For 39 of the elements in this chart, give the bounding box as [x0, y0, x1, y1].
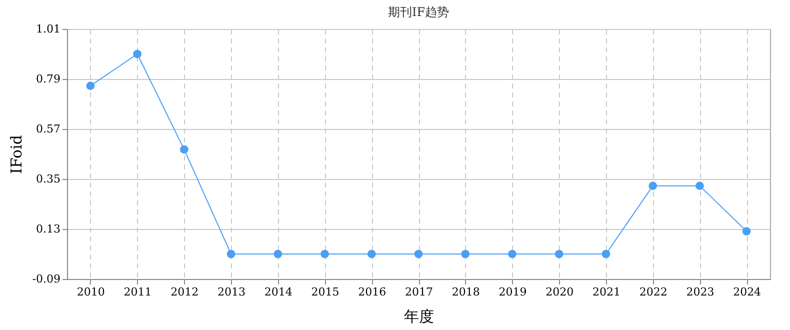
x-tick-label: 2020	[546, 286, 574, 298]
point	[367, 250, 376, 258]
x-tick-label: 2018	[452, 286, 480, 298]
x-tick-label: 2019	[498, 286, 527, 298]
point	[461, 250, 470, 258]
point	[696, 182, 704, 190]
x-axis-title: 年度	[404, 308, 434, 326]
point	[648, 182, 658, 190]
x-tick-label: 2024	[733, 286, 762, 298]
point	[320, 250, 329, 258]
x-tick-label: 2013	[218, 286, 246, 298]
point	[742, 227, 751, 236]
y-tick-label: 0.79	[36, 72, 60, 86]
point	[180, 145, 188, 154]
y-tick-label: 0.57	[36, 122, 60, 136]
x-tick-label: 2011	[124, 286, 152, 298]
point	[602, 250, 610, 258]
x-tick-label: 2014	[264, 286, 292, 298]
x-tick-label: 2022	[639, 286, 668, 298]
point	[133, 50, 142, 58]
y-tick-label: 0.13	[36, 222, 60, 236]
point	[226, 250, 236, 258]
y-tick-label: 1.01	[36, 22, 60, 36]
x-tick-label: 2015	[311, 286, 340, 298]
x-tick-label: 2016	[358, 286, 386, 298]
y-tick-label: -0.09	[32, 272, 60, 286]
x-tick-label: 2023	[686, 286, 714, 298]
chart-title: 期刊IF趋势	[388, 5, 450, 19]
point	[86, 82, 95, 90]
point	[274, 250, 282, 258]
y-tick-label: 0.35	[36, 172, 60, 186]
y-axis-title: IFoid	[7, 134, 26, 174]
x-tick-label: 2017	[405, 286, 433, 298]
point	[508, 250, 516, 258]
point	[554, 250, 564, 258]
x-tick-label: 2010	[76, 286, 105, 298]
x-tick-label: 2021	[592, 286, 620, 298]
x-tick-label: 2012	[170, 286, 199, 298]
point	[414, 250, 423, 258]
